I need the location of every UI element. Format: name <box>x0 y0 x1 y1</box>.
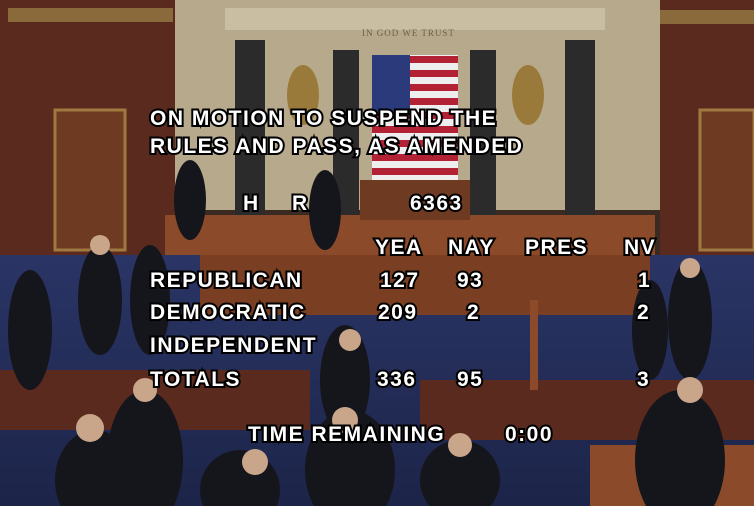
nv-count: 2 <box>637 301 650 324</box>
motion-line: RULES AND PASS, AS AMENDED <box>150 135 523 158</box>
timer-value: 0:00 <box>505 423 553 446</box>
yea-count: 127 <box>380 269 420 292</box>
timer-label: TIME REMAINING <box>248 423 445 446</box>
motto: IN GOD WE TRUST <box>362 28 455 38</box>
motion-line: ON MOTION TO SUSPEND THE <box>150 107 497 130</box>
nv-count: 3 <box>637 368 650 391</box>
party-label: DEMOCRATIC <box>150 301 306 324</box>
column-header: NAY <box>448 236 495 259</box>
yea-count: 336 <box>377 368 417 391</box>
party-label: REPUBLICAN <box>150 269 303 292</box>
column-header: NV <box>624 236 656 259</box>
screenshot: IN GOD WE TRUST ON MOTION TO SUSPEND THE <box>0 0 754 506</box>
nay-count: 2 <box>467 301 480 324</box>
nv-count: 1 <box>638 269 651 292</box>
nay-count: 95 <box>457 368 483 391</box>
bill-prefix: H R <box>243 192 321 215</box>
party-label: TOTALS <box>150 368 241 391</box>
bill-number: 6363 <box>410 192 463 215</box>
nay-count: 93 <box>457 269 483 292</box>
party-label: INDEPENDENT <box>150 334 317 357</box>
yea-count: 209 <box>378 301 418 324</box>
column-header: YEA <box>375 236 423 259</box>
column-header: PRES <box>525 236 588 259</box>
